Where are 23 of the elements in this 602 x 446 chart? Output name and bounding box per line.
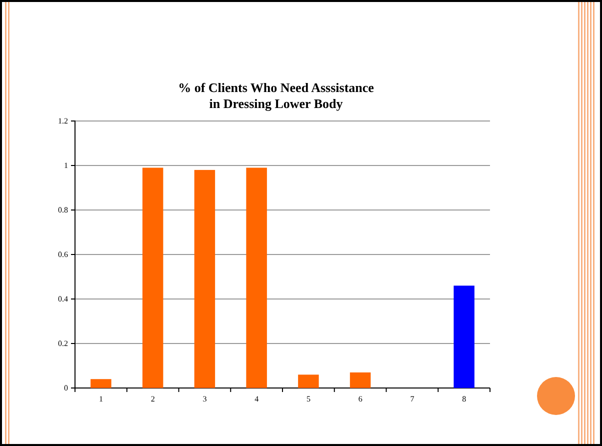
bar <box>350 372 371 388</box>
bar <box>454 286 474 388</box>
y-tick-label: 0.8 <box>58 206 68 215</box>
y-tick-label: 1 <box>64 161 68 170</box>
bar <box>246 168 267 388</box>
chart-title: % of Clients Who Need Asssistance in Dressing Lower Body <box>178 80 374 111</box>
y-tick-label: 0.2 <box>58 339 68 348</box>
x-tick-label: 2 <box>150 394 155 404</box>
y-tick-label: 0.4 <box>58 294 68 304</box>
x-tick-label: 1 <box>98 394 103 404</box>
x-tick-label: 7 <box>410 394 414 404</box>
bar <box>194 170 216 388</box>
x-tick-label: 8 <box>462 394 466 404</box>
x-tick-label: 3 <box>202 394 207 404</box>
x-tick-label: 6 <box>358 394 362 404</box>
bar <box>298 374 319 388</box>
x-tick-label: 5 <box>306 394 310 404</box>
bar <box>142 168 164 388</box>
x-tick-label: 4 <box>254 394 259 404</box>
y-tick-label: 0.6 <box>58 250 68 260</box>
y-tick-label: 1.2 <box>58 116 68 126</box>
y-tick-label: 0 <box>64 384 68 393</box>
bar <box>90 379 112 388</box>
